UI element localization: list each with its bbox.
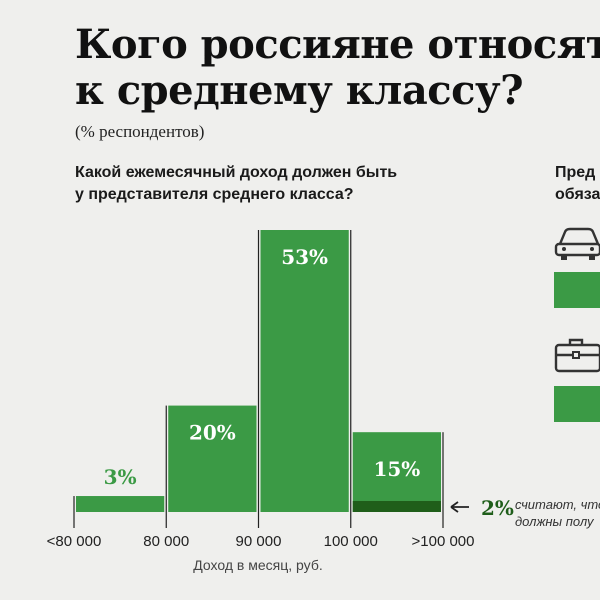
bar-4 (352, 432, 441, 512)
callout-note: считают, что должны полу (515, 496, 600, 530)
chart-question-line-2: у представителя среднего класса? (75, 186, 354, 203)
car-bar (554, 272, 600, 308)
value-label-3: 53% (281, 245, 328, 269)
bar-1 (76, 496, 165, 512)
chart-title-line-2: к среднему классу? (75, 67, 524, 114)
car-icon (554, 227, 600, 260)
chart-title-line-1: Кого россияне относят (75, 21, 600, 68)
chart-subtitle: (% респондентов) (75, 122, 205, 141)
tick-label-3: 90 000 (236, 533, 282, 550)
value-label-2: 20% (189, 421, 236, 445)
tick-label-4: 100 000 (324, 533, 378, 550)
tick-label-5: >100 000 (412, 533, 475, 550)
callout-note-line-1: считают, что (515, 497, 600, 512)
callout-value-label: 2% (481, 496, 514, 520)
chart-question: Какой ежемесячный доход должен быть у пр… (75, 162, 397, 206)
value-label-1: 3% (104, 465, 137, 489)
briefcase-icon (554, 338, 600, 373)
bar-2 (168, 405, 257, 512)
second-question-line-2: обяза (555, 186, 600, 203)
bar-3 (260, 230, 349, 512)
chart-question-line-1: Какой ежемесячный доход должен быть (75, 164, 398, 181)
x-axis-label: Доход в месяц, руб. (193, 557, 322, 573)
callout-note-line-2: должны полу (515, 514, 594, 529)
tick-label-1: <80 000 (47, 533, 102, 550)
tick-label-2: 80 000 (143, 533, 189, 550)
highlight-bar (352, 501, 441, 512)
briefcase-bar (554, 386, 600, 422)
value-label-4: 15% (373, 457, 420, 481)
second-question: Пред обяза (555, 162, 600, 206)
callout-arrow-icon (450, 501, 459, 513)
chart-title: Кого россияне относят к среднему классу? (75, 22, 600, 114)
second-question-line-1: Пред (555, 164, 596, 181)
